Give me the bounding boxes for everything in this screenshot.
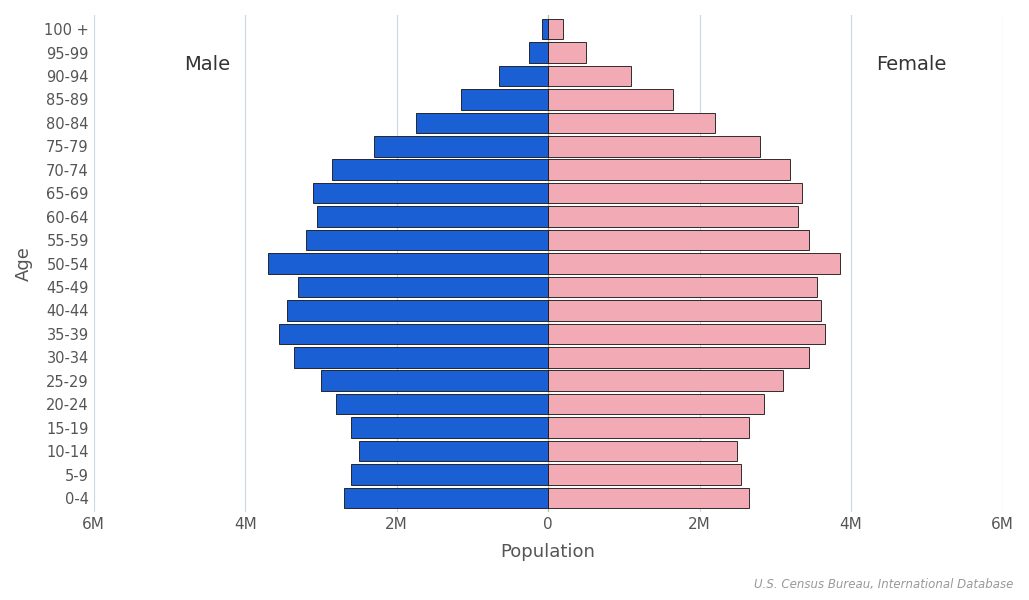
Text: Male: Male (184, 55, 230, 74)
Bar (359, 441, 548, 461)
Bar (351, 418, 548, 438)
Bar (548, 65, 632, 86)
Bar (529, 42, 548, 63)
Bar (332, 160, 548, 180)
Y-axis label: Age: Age (15, 246, 33, 281)
Bar (416, 113, 548, 133)
Bar (548, 347, 810, 368)
Bar (287, 300, 548, 321)
Bar (279, 323, 548, 344)
Bar (321, 370, 548, 391)
Bar (374, 136, 548, 157)
Bar (548, 89, 673, 110)
Bar (314, 183, 548, 203)
Bar (548, 394, 764, 415)
Bar (268, 253, 548, 274)
Bar (548, 488, 749, 508)
Bar (548, 253, 840, 274)
Bar (351, 464, 548, 485)
Bar (548, 42, 586, 63)
Bar (548, 136, 760, 157)
Bar (548, 464, 741, 485)
Bar (548, 206, 799, 227)
Bar (548, 300, 821, 321)
Bar (317, 206, 548, 227)
Bar (548, 277, 817, 297)
X-axis label: Population: Population (501, 543, 596, 561)
Bar (294, 347, 548, 368)
Bar (298, 277, 548, 297)
Bar (548, 19, 563, 40)
Bar (548, 441, 738, 461)
Text: Female: Female (877, 55, 947, 74)
Text: U.S. Census Bureau, International Database: U.S. Census Bureau, International Databa… (754, 578, 1014, 591)
Bar (499, 65, 548, 86)
Bar (461, 89, 548, 110)
Bar (548, 370, 783, 391)
Bar (548, 160, 790, 180)
Bar (548, 230, 810, 250)
Bar (336, 394, 548, 415)
Bar (542, 19, 548, 40)
Bar (548, 418, 749, 438)
Bar (306, 230, 548, 250)
Bar (548, 113, 715, 133)
Bar (548, 323, 824, 344)
Bar (344, 488, 548, 508)
Bar (548, 183, 802, 203)
